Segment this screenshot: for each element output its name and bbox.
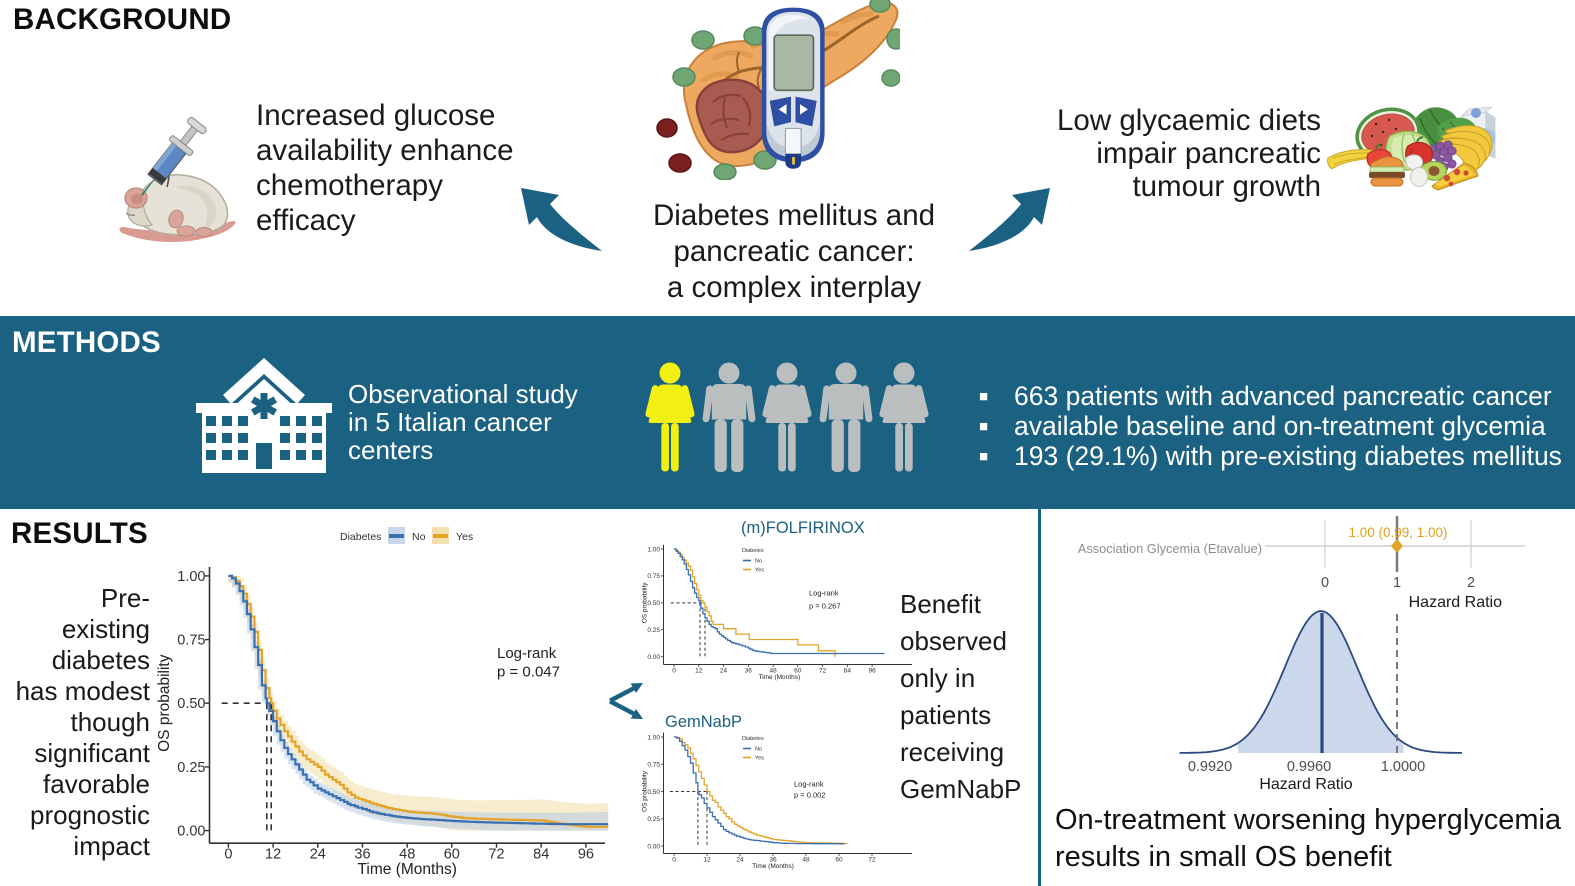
- svg-text:24: 24: [720, 668, 728, 675]
- svg-text:0.75: 0.75: [647, 762, 660, 769]
- svg-text:96: 96: [578, 847, 594, 863]
- svg-text:Log-rank: Log-rank: [497, 645, 557, 662]
- svg-text:p = 0.002: p = 0.002: [794, 791, 826, 800]
- svg-text:Diabetes: Diabetes: [742, 548, 764, 554]
- svg-text:0.9960: 0.9960: [1287, 759, 1331, 775]
- svg-text:OS probability: OS probability: [642, 770, 649, 812]
- svg-text:48: 48: [769, 668, 777, 675]
- svg-text:96: 96: [868, 668, 876, 675]
- svg-text:Yes: Yes: [755, 756, 764, 762]
- svg-text:2: 2: [1467, 575, 1475, 591]
- svg-text:1.00: 1.00: [647, 546, 660, 553]
- svg-text:1: 1: [1393, 575, 1401, 591]
- svg-text:60: 60: [794, 668, 802, 675]
- svg-text:Time (Months): Time (Months): [758, 674, 800, 681]
- svg-text:0.00: 0.00: [647, 843, 660, 850]
- svg-text:1.00: 1.00: [647, 734, 660, 741]
- svg-text:Time (Months): Time (Months): [358, 861, 457, 878]
- svg-text:p = 0.047: p = 0.047: [497, 664, 560, 681]
- svg-text:Association Glycemia (Etavalue: Association Glycemia (Etavalue): [1078, 541, 1262, 556]
- svg-text:72: 72: [819, 668, 827, 675]
- svg-text:0.50: 0.50: [647, 789, 660, 796]
- svg-text:84: 84: [844, 668, 852, 675]
- svg-text:Log-rank: Log-rank: [794, 780, 824, 789]
- svg-text:60: 60: [835, 857, 843, 864]
- svg-text:1.0000: 1.0000: [1381, 759, 1425, 775]
- svg-text:0.50: 0.50: [177, 696, 205, 712]
- svg-text:0: 0: [672, 857, 676, 864]
- svg-text:12: 12: [695, 668, 703, 675]
- svg-text:0.75: 0.75: [647, 573, 660, 580]
- svg-text:84: 84: [533, 847, 549, 863]
- svg-text:0: 0: [224, 847, 232, 863]
- svg-text:OS probability: OS probability: [642, 582, 649, 624]
- svg-text:0.9920: 0.9920: [1188, 759, 1232, 775]
- svg-text:0.25: 0.25: [647, 627, 660, 634]
- svg-text:0: 0: [672, 668, 676, 675]
- svg-text:1.00 (0.99, 1.00): 1.00 (0.99, 1.00): [1348, 525, 1447, 540]
- svg-text:Time (Months): Time (Months): [752, 863, 794, 870]
- svg-text:0.00: 0.00: [177, 824, 205, 840]
- svg-text:12: 12: [703, 857, 711, 864]
- svg-text:72: 72: [868, 857, 876, 864]
- svg-text:60: 60: [444, 847, 460, 863]
- svg-text:OS probability: OS probability: [156, 654, 173, 752]
- svg-text:1.00: 1.00: [177, 569, 205, 585]
- svg-text:0: 0: [1321, 575, 1329, 591]
- svg-text:0.00: 0.00: [647, 654, 660, 661]
- svg-text:24: 24: [310, 847, 326, 863]
- svg-text:12: 12: [265, 847, 281, 863]
- svg-text:Hazard Ratio: Hazard Ratio: [1409, 594, 1502, 611]
- svg-text:24: 24: [736, 857, 744, 864]
- svg-text:36: 36: [354, 847, 370, 863]
- svg-text:p = 0.267: p = 0.267: [809, 602, 841, 611]
- svg-text:0.50: 0.50: [647, 600, 660, 607]
- svg-text:36: 36: [769, 857, 777, 864]
- svg-text:48: 48: [399, 847, 415, 863]
- svg-text:Yes: Yes: [755, 568, 764, 574]
- svg-text:Diabetes: Diabetes: [742, 736, 764, 742]
- svg-text:Log-rank: Log-rank: [809, 589, 839, 598]
- svg-text:No: No: [755, 747, 762, 753]
- svg-text:0.25: 0.25: [647, 816, 660, 823]
- svg-text:No: No: [755, 559, 762, 565]
- svg-text:Hazard Ratio: Hazard Ratio: [1259, 776, 1352, 793]
- svg-text:48: 48: [802, 857, 810, 864]
- svg-text:0.25: 0.25: [177, 760, 205, 776]
- svg-text:0.75: 0.75: [177, 633, 205, 649]
- svg-text:72: 72: [488, 847, 504, 863]
- svg-text:36: 36: [745, 668, 753, 675]
